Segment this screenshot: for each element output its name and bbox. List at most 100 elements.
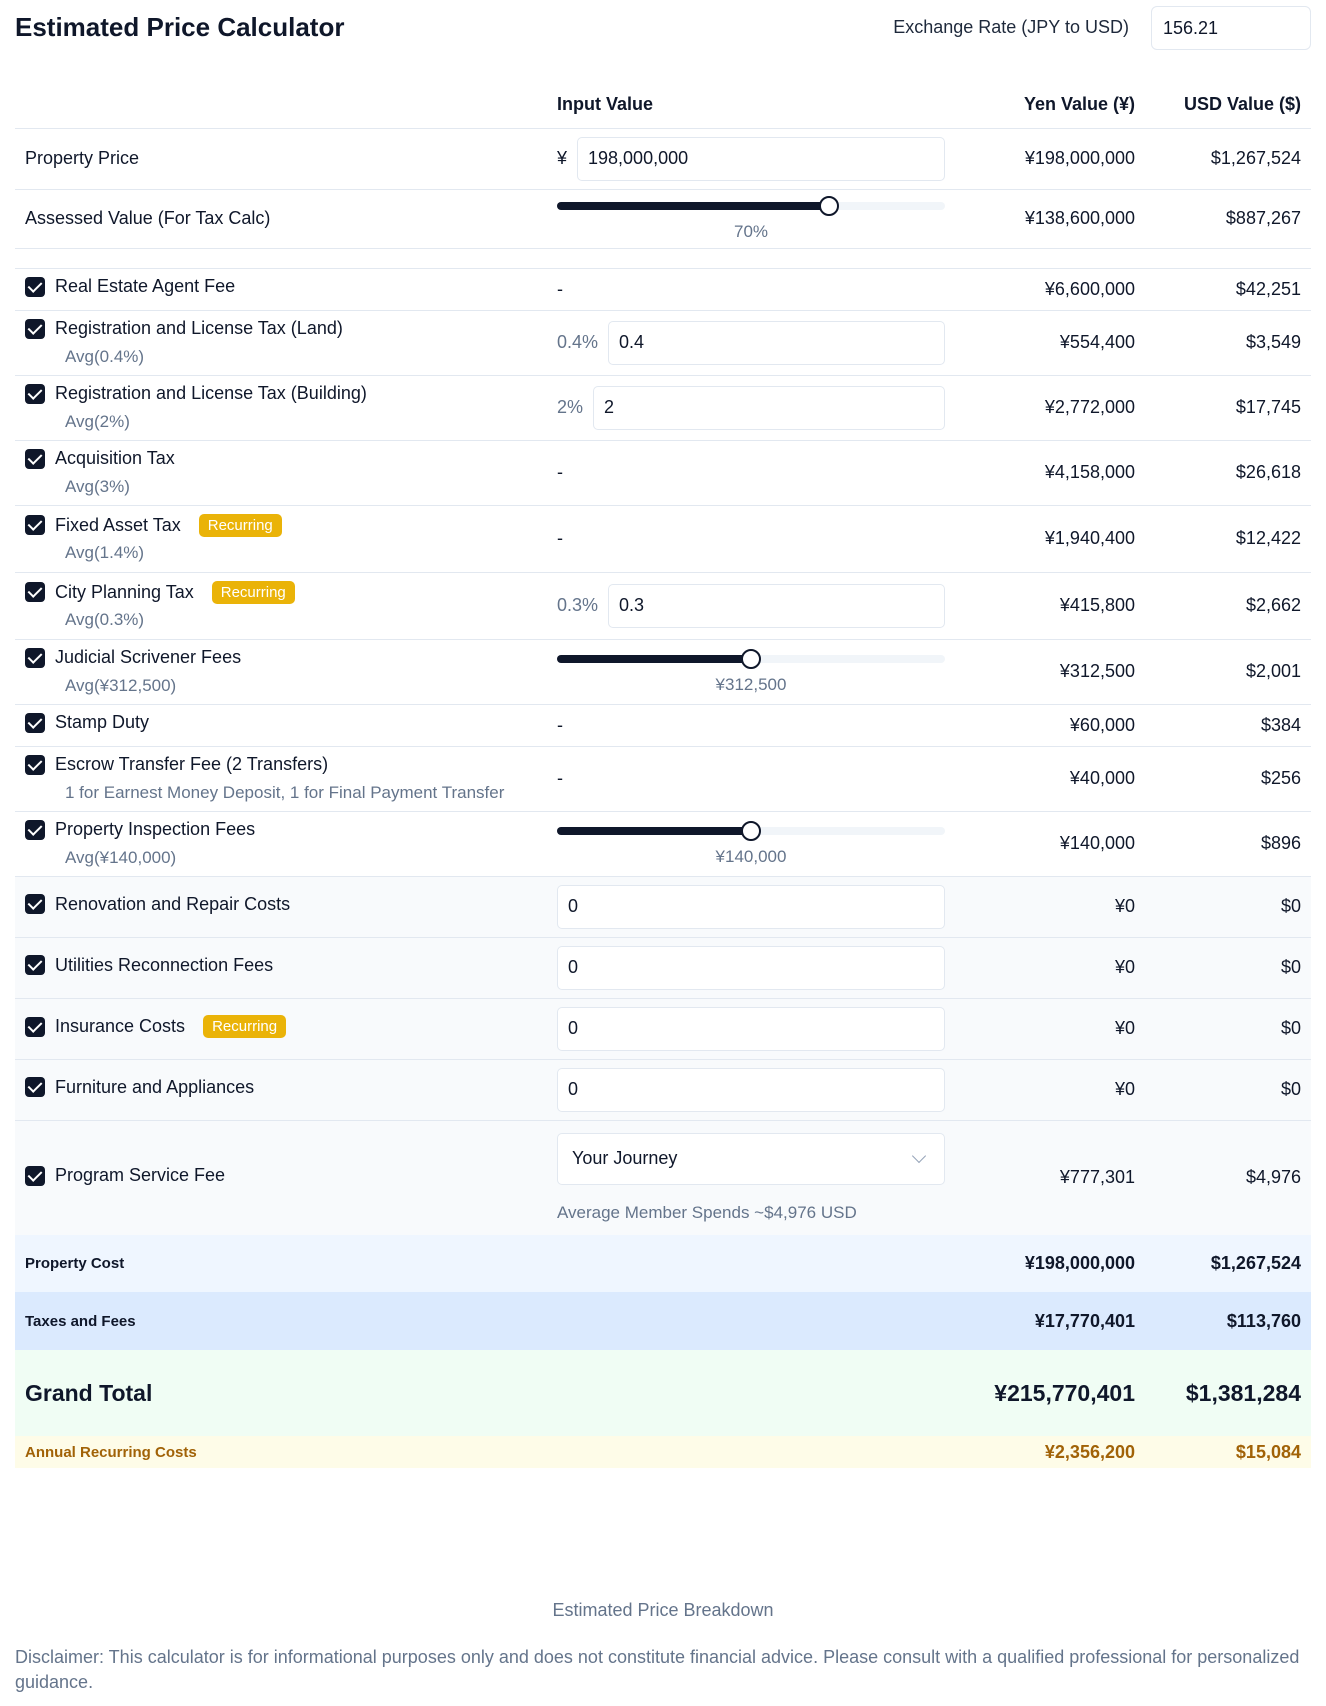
reg-land-rate-input[interactable] — [608, 320, 945, 365]
exchange-rate-input[interactable] — [1151, 6, 1311, 50]
checkbox-icon[interactable] — [25, 276, 45, 297]
row-program-fee: Program Service Fee Your Journey Average… — [15, 1120, 1311, 1235]
yen-value: ¥312,500 — [1059, 661, 1135, 681]
table-header: Input Value Yen Value (¥) USD Value ($) — [15, 82, 1311, 128]
summary-property-cost: Property Cost ¥198,000,000 $1,267,524 — [15, 1235, 1311, 1292]
chevron-down-icon — [911, 1149, 927, 1164]
usd-value: $12,422 — [1235, 528, 1301, 548]
checkbox-icon[interactable] — [25, 318, 45, 339]
utilities-input[interactable] — [557, 945, 945, 990]
usd-value: $17,745 — [1235, 397, 1301, 417]
yen-value: ¥1,940,400 — [1044, 528, 1135, 548]
row-average: Avg(0.3%) — [65, 610, 145, 630]
city-planning-rate-input[interactable] — [608, 583, 945, 628]
row-average: Avg(¥140,000) — [65, 847, 177, 867]
row-agent-fee: Real Estate Agent Fee - ¥6,600,000 $42,2… — [15, 268, 1311, 310]
summary-label: Property Cost — [25, 1255, 125, 1272]
insurance-input[interactable] — [557, 1006, 945, 1051]
row-label: Acquisition Tax — [55, 448, 175, 469]
row-city-planning-tax: City Planning Tax Recurring Avg(0.3%) 0.3%… — [15, 572, 1311, 639]
row-fixed-asset-tax: Fixed Asset Tax Recurring Avg(1.4%) - ¥1,9… — [15, 505, 1311, 572]
row-inspection-fees: Property Inspection Fees Avg(¥140,000) ¥1… — [15, 811, 1311, 876]
program-select-value: Your Journey — [572, 1148, 678, 1169]
summary-label: Taxes and Fees — [25, 1312, 136, 1330]
row-label: Fixed Asset Tax — [55, 514, 181, 535]
checkbox-icon[interactable] — [25, 955, 45, 976]
checkbox-icon[interactable] — [25, 894, 45, 915]
checkbox-icon[interactable] — [25, 383, 45, 404]
program-hint: Average Member Spends ~$4,976 USD — [557, 1202, 857, 1222]
program-select[interactable]: Your Journey — [557, 1132, 945, 1185]
percent-label: 0.3% — [557, 595, 599, 615]
row-label: Utilities Reconnection Fees — [55, 954, 274, 975]
summary-annual-recurring: Annual Recurring Costs ¥2,356,200 $15,08… — [15, 1436, 1311, 1468]
checkbox-icon[interactable] — [25, 582, 45, 603]
yen-prefix: ¥ — [557, 148, 568, 168]
row-average: Avg(2%) — [65, 411, 130, 431]
usd-value: $0 — [1280, 1079, 1301, 1099]
checkbox-icon[interactable] — [25, 754, 45, 775]
checkbox-icon[interactable] — [25, 1165, 45, 1186]
row-label: Escrow Transfer Fee (2 Transfers) — [55, 754, 329, 775]
row-average: Avg(1.4%) — [65, 543, 145, 563]
property-price-input[interactable] — [577, 136, 945, 181]
row-furniture: Furniture and Appliances ¥0 $0 — [15, 1059, 1311, 1120]
yen-value: ¥2,772,000 — [1044, 397, 1135, 417]
checkbox-icon[interactable] — [25, 515, 45, 536]
row-label: Real Estate Agent Fee — [55, 276, 236, 297]
scrivener-slider[interactable] — [557, 648, 945, 669]
summary-yen: ¥17,770,401 — [1034, 1310, 1135, 1331]
row-label: Registration and License Tax (Building) — [55, 383, 367, 404]
summary-usd: $1,267,524 — [1210, 1253, 1301, 1273]
input-placeholder: - — [557, 714, 563, 735]
furniture-input[interactable] — [557, 1067, 945, 1112]
usd-value: $42,251 — [1235, 278, 1301, 299]
checkbox-icon[interactable] — [25, 1077, 45, 1098]
usd-value: $896 — [1260, 833, 1301, 853]
slider-thumb[interactable] — [741, 820, 761, 841]
assessed-value-slider[interactable] — [557, 195, 945, 216]
row-scrivener-fees: Judicial Scrivener Fees Avg(¥312,500) ¥31… — [15, 639, 1311, 704]
summary-label: Annual Recurring Costs — [25, 1443, 197, 1461]
yen-column-header: Yen Value (¥) — [1023, 94, 1135, 115]
input-placeholder: - — [557, 462, 563, 482]
row-description: 1 for Earnest Money Deposit, 1 for Final… — [65, 782, 505, 802]
reg-building-rate-input[interactable] — [593, 385, 945, 430]
row-reg-tax-land: Registration and License Tax (Land) Avg(0… — [15, 310, 1311, 375]
checkbox-icon[interactable] — [25, 448, 45, 469]
summary-usd: $113,760 — [1226, 1310, 1301, 1331]
usd-value: $3,549 — [1245, 332, 1301, 352]
checkbox-icon[interactable] — [25, 712, 45, 733]
yen-value: ¥777,301 — [1059, 1167, 1135, 1188]
checkbox-icon[interactable] — [25, 647, 45, 668]
renovation-input[interactable] — [557, 884, 945, 929]
slider-thumb[interactable] — [818, 195, 839, 216]
usd-value: $2,001 — [1245, 661, 1301, 681]
usd-value: $384 — [1260, 714, 1301, 735]
usd-value: $4,976 — [1245, 1167, 1301, 1188]
row-label: City Planning Tax — [55, 581, 194, 602]
row-escrow-fee: Escrow Transfer Fee (2 Transfers) 1 for E… — [15, 746, 1311, 811]
row-label: Property Price — [25, 148, 140, 168]
summary-usd: $15,084 — [1235, 1441, 1301, 1462]
input-placeholder: - — [557, 768, 563, 788]
summary-grand-total: Grand Total ¥215,770,401 $1,381,284 — [15, 1350, 1311, 1436]
checkbox-icon[interactable] — [25, 1016, 45, 1037]
inspection-slider[interactable] — [557, 820, 945, 841]
row-stamp-duty: Stamp Duty - ¥60,000 $384 — [15, 704, 1311, 746]
percent-label: 0.4% — [557, 332, 599, 352]
page-title: Estimated Price Calculator — [15, 12, 345, 42]
yen-value: ¥0 — [1114, 957, 1135, 977]
yen-value: ¥40,000 — [1069, 768, 1135, 788]
yen-value: ¥4,158,000 — [1044, 462, 1135, 482]
slider-value-label: 70% — [733, 221, 769, 241]
yen-value: ¥6,600,000 — [1044, 278, 1135, 299]
yen-value: ¥0 — [1114, 896, 1135, 916]
summary-usd: $1,381,284 — [1185, 1379, 1301, 1406]
row-label: Furniture and Appliances — [55, 1076, 255, 1097]
row-assessed-value: Assessed Value (For Tax Calc) 70% ¥138,6… — [15, 189, 1311, 248]
checkbox-icon[interactable] — [25, 819, 45, 840]
slider-thumb[interactable] — [741, 648, 761, 669]
row-renovation: Renovation and Repair Costs ¥0 $0 — [15, 876, 1311, 937]
usd-value: $256 — [1260, 768, 1301, 788]
